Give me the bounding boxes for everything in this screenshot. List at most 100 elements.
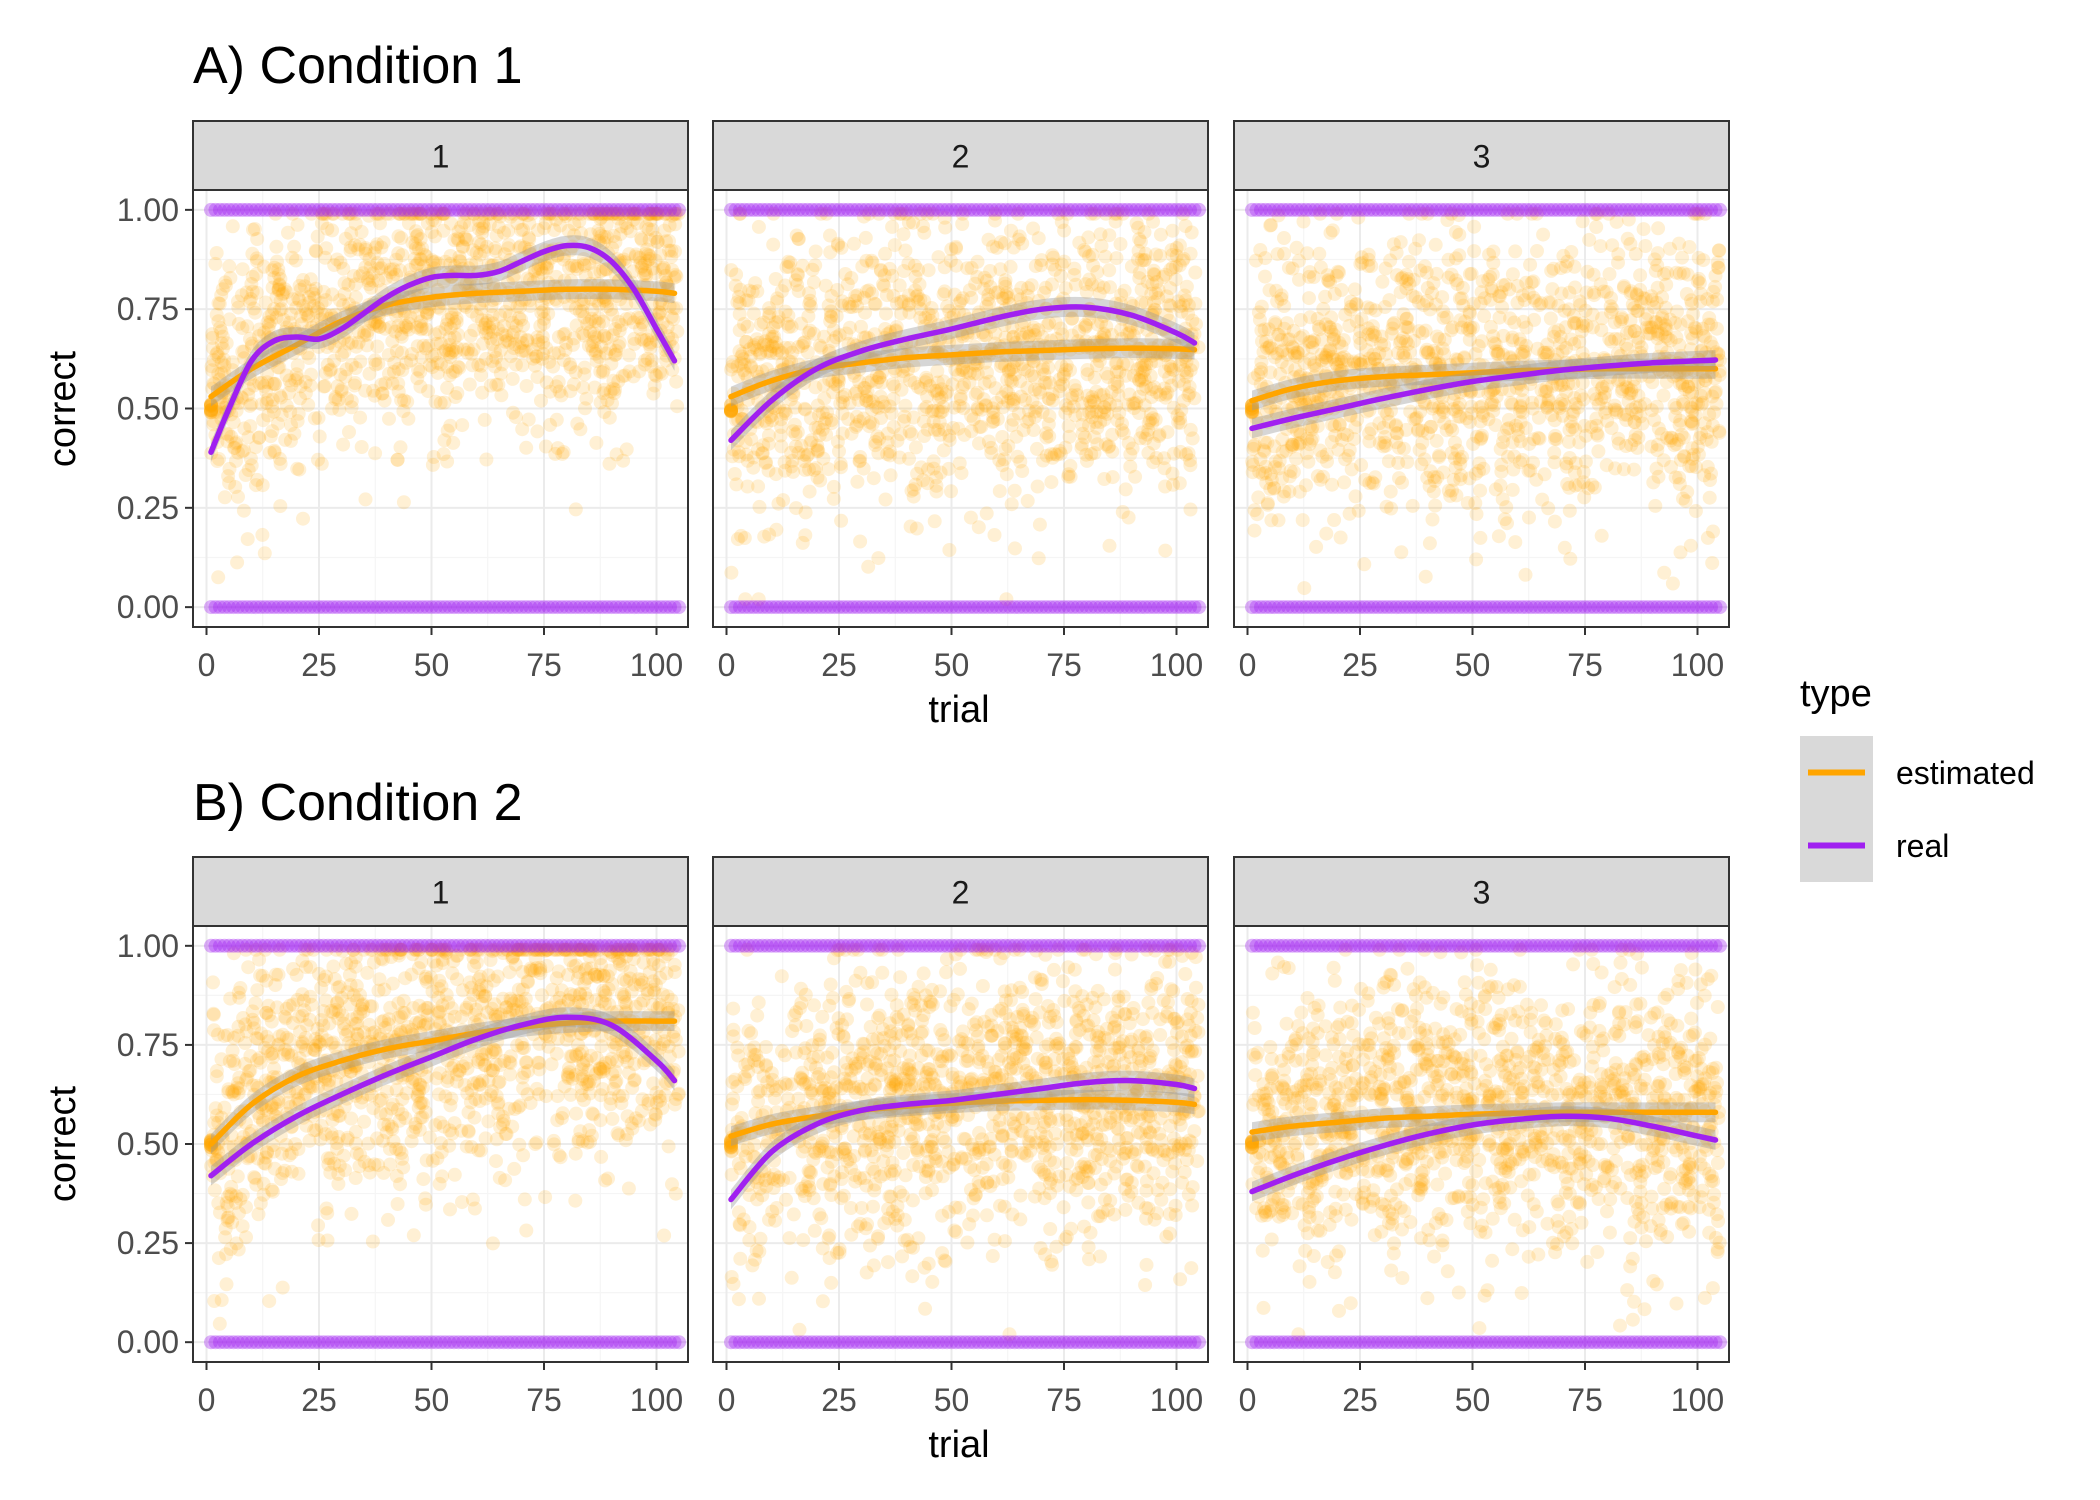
estimated-point [724, 565, 739, 580]
estimated-point [516, 318, 531, 333]
estimated-point [1672, 477, 1687, 492]
estimated-point [582, 256, 597, 271]
estimated-point [227, 441, 242, 456]
estimated-point [389, 308, 404, 323]
estimated-point [592, 350, 607, 364]
estimated-point [1676, 266, 1691, 281]
estimated-point [466, 206, 481, 221]
estimated-point [1567, 259, 1582, 274]
estimated-point [1609, 214, 1624, 229]
estimated-point [883, 468, 898, 483]
estimated-point [368, 353, 382, 368]
estimated-point [1392, 336, 1407, 351]
estimated-point [469, 279, 484, 294]
estimated-point [603, 341, 617, 356]
x-tick-label: 0 [198, 647, 216, 683]
estimated-point [1562, 451, 1577, 465]
estimated-point [334, 382, 349, 397]
estimated-point [301, 310, 316, 324]
estimated-point [879, 306, 893, 321]
estimated-point [1250, 367, 1265, 382]
estimated-point [440, 359, 455, 374]
estimated-point [1460, 496, 1475, 510]
estimated-point [273, 499, 288, 514]
estimated-point [1436, 304, 1451, 319]
estimated-point [875, 395, 890, 410]
estimated-point [1638, 397, 1652, 412]
estimated-point [521, 230, 536, 245]
estimated-point [1030, 441, 1044, 456]
estimated-point [1502, 282, 1517, 297]
estimated-point [577, 258, 592, 273]
estimated-point [1664, 460, 1678, 474]
estimated-point [1312, 246, 1327, 261]
estimated-point [336, 331, 351, 346]
estimated-point [1341, 448, 1356, 463]
estimated-point [1605, 238, 1620, 253]
estimated-point [1672, 338, 1687, 352]
estimated-point [579, 391, 594, 406]
estimated-point [644, 206, 659, 221]
estimated-point [1464, 399, 1479, 414]
estimated-point [366, 317, 381, 332]
estimated-point [589, 435, 604, 450]
estimated-point [249, 267, 264, 282]
estimated-point [480, 313, 495, 328]
estimated-point [763, 344, 778, 359]
estimated-point [293, 379, 308, 394]
estimated-point [284, 418, 298, 432]
estimated-point [955, 217, 970, 231]
condition-1-row: A) Condition 1 correct trial 10 25 50 75 100… [42, 37, 1730, 731]
estimated-point [1374, 336, 1388, 351]
estimated-point [378, 321, 392, 336]
estimated-point [449, 314, 464, 329]
estimated-point [457, 230, 472, 245]
estimated-point [1299, 478, 1313, 493]
estimated-point [214, 336, 229, 351]
estimated-point [236, 503, 251, 518]
estimated-point [374, 261, 389, 276]
estimated-point [1188, 265, 1203, 280]
estimated-point [556, 206, 571, 221]
estimated-point [287, 426, 302, 441]
estimated-point [1416, 298, 1431, 313]
estimated-point [1395, 475, 1409, 490]
estimated-point [1080, 363, 1095, 377]
estimated-point [1594, 528, 1609, 543]
estimated-point [215, 341, 230, 356]
estimated-point [259, 396, 274, 410]
condition-2-row: B) Condition 2 correct trial 10 25 50 75 100… [42, 774, 1730, 1466]
estimated-point [205, 363, 220, 378]
estimated-point [644, 353, 659, 368]
estimated-point [272, 451, 287, 466]
estimated-point [1595, 379, 1610, 394]
estimated-point [1651, 221, 1666, 236]
estimated-point [802, 286, 817, 301]
x-tick-label: 75 [1046, 647, 1082, 683]
estimated-point [474, 358, 489, 373]
estimated-point [399, 320, 414, 335]
estimated-point [998, 279, 1013, 294]
estimated-point [1602, 332, 1617, 346]
estimated-point [368, 446, 383, 461]
estimated-point [609, 289, 624, 304]
estimated-point [225, 219, 240, 234]
estimated-point [844, 426, 859, 441]
estimated-point [258, 295, 273, 310]
estimated-point [1337, 475, 1352, 490]
estimated-point [1690, 397, 1705, 412]
estimated-point [487, 344, 502, 359]
estimated-point [1347, 282, 1362, 297]
estimated-point [296, 511, 310, 526]
estimated-point [1402, 254, 1416, 269]
estimated-point [256, 413, 271, 428]
estimated-point [493, 343, 508, 358]
estimated-point [409, 241, 423, 256]
estimated-point [627, 336, 642, 351]
estimated-point [261, 408, 276, 423]
estimated-point [1469, 552, 1484, 567]
estimated-point [312, 429, 327, 444]
estimated-point [240, 319, 255, 334]
estimated-point [593, 212, 608, 226]
estimated-point [374, 283, 389, 298]
